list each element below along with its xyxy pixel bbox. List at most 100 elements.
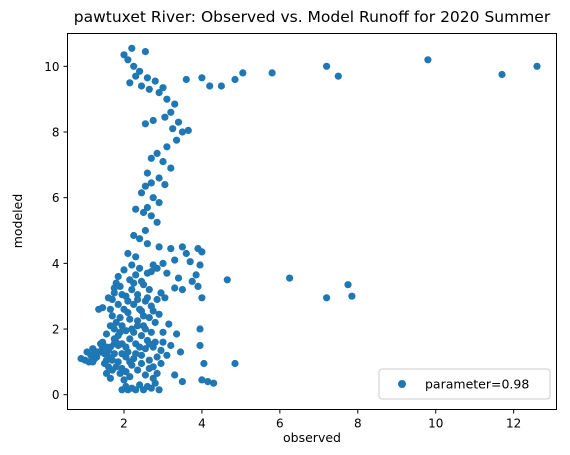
data-point (114, 300, 122, 308)
data-point (151, 77, 159, 85)
y-tick-label: 0 (52, 388, 60, 402)
data-point (153, 295, 161, 304)
data-point (184, 126, 192, 134)
data-point (153, 218, 161, 226)
data-point (157, 346, 165, 354)
y-tick-label: 10 (44, 60, 59, 74)
data-point (126, 373, 134, 381)
data-point (167, 108, 175, 116)
data-point (344, 281, 352, 289)
data-point (268, 69, 276, 77)
data-point (141, 182, 149, 190)
data-point (122, 368, 130, 376)
legend-box (378, 368, 551, 400)
data-point (145, 314, 153, 322)
x-axis-ticks: 2 4 6 8 10 12 (120, 409, 521, 431)
data-point (126, 79, 134, 87)
x-tick-label: 12 (506, 417, 521, 431)
data-point (132, 386, 140, 394)
data-point (147, 154, 155, 162)
data-point (136, 343, 144, 351)
data-point (178, 243, 186, 251)
data-point (104, 353, 112, 361)
data-point (134, 366, 142, 374)
data-point (171, 371, 179, 379)
data-point (149, 374, 157, 382)
data-point (126, 335, 134, 343)
data-point (136, 67, 144, 75)
x-axis-label: observed (283, 430, 341, 445)
data-point (153, 353, 161, 361)
data-point (231, 359, 239, 368)
data-point (126, 315, 134, 323)
data-point (149, 261, 157, 269)
data-point (178, 128, 186, 136)
data-point (161, 294, 169, 302)
data-point (161, 181, 169, 189)
data-point (159, 259, 167, 267)
data-point (106, 305, 114, 313)
data-point (134, 295, 142, 304)
data-point (130, 62, 138, 70)
data-point (533, 62, 541, 70)
data-point (120, 51, 128, 59)
data-point (163, 95, 171, 103)
data-point (134, 317, 142, 325)
data-point (231, 75, 239, 84)
data-point (163, 143, 171, 151)
data-point (194, 282, 202, 290)
data-point (186, 258, 194, 266)
data-point (210, 379, 218, 387)
data-point (141, 48, 149, 56)
data-point (132, 72, 140, 80)
data-point (124, 297, 132, 305)
data-point (143, 169, 151, 177)
x-tick-label: 4 (198, 417, 206, 431)
data-point (149, 116, 157, 125)
plot-frame (67, 33, 557, 410)
data-point (99, 343, 107, 351)
data-point (217, 82, 225, 90)
y-tick-label: 4 (52, 257, 60, 271)
data-point (153, 149, 161, 157)
data-point (323, 62, 331, 70)
data-point (128, 44, 136, 52)
x-tick-label: 2 (120, 417, 128, 431)
data-point (118, 322, 126, 330)
data-point (155, 243, 163, 251)
chart-title: pawtuxet River: Observed vs. Model Runof… (74, 8, 551, 26)
data-point (126, 358, 134, 366)
y-tick-label: 6 (52, 191, 60, 205)
data-point (106, 374, 114, 382)
data-point (110, 340, 118, 348)
data-point (206, 82, 214, 90)
data-point (178, 286, 186, 294)
data-point (130, 231, 138, 240)
data-point (143, 240, 151, 248)
data-point (323, 294, 331, 302)
data-point (141, 371, 149, 379)
data-point (104, 294, 112, 302)
data-point (102, 330, 111, 338)
data-point (182, 75, 190, 84)
data-point (198, 294, 206, 302)
data-point (128, 286, 136, 294)
data-point (159, 338, 167, 346)
data-point (141, 226, 149, 235)
data-point (145, 286, 153, 294)
data-point (149, 194, 157, 202)
data-point (116, 314, 124, 322)
data-point (286, 274, 294, 282)
data-point (122, 353, 130, 361)
x-tick-label: 10 (428, 417, 443, 431)
data-point (118, 340, 126, 348)
data-point (163, 351, 171, 359)
data-point (114, 358, 122, 366)
data-point (132, 253, 140, 261)
data-point (145, 85, 153, 93)
data-point (110, 350, 118, 358)
data-point (137, 351, 146, 359)
y-tick-label: 8 (52, 126, 60, 140)
data-point (159, 158, 167, 166)
